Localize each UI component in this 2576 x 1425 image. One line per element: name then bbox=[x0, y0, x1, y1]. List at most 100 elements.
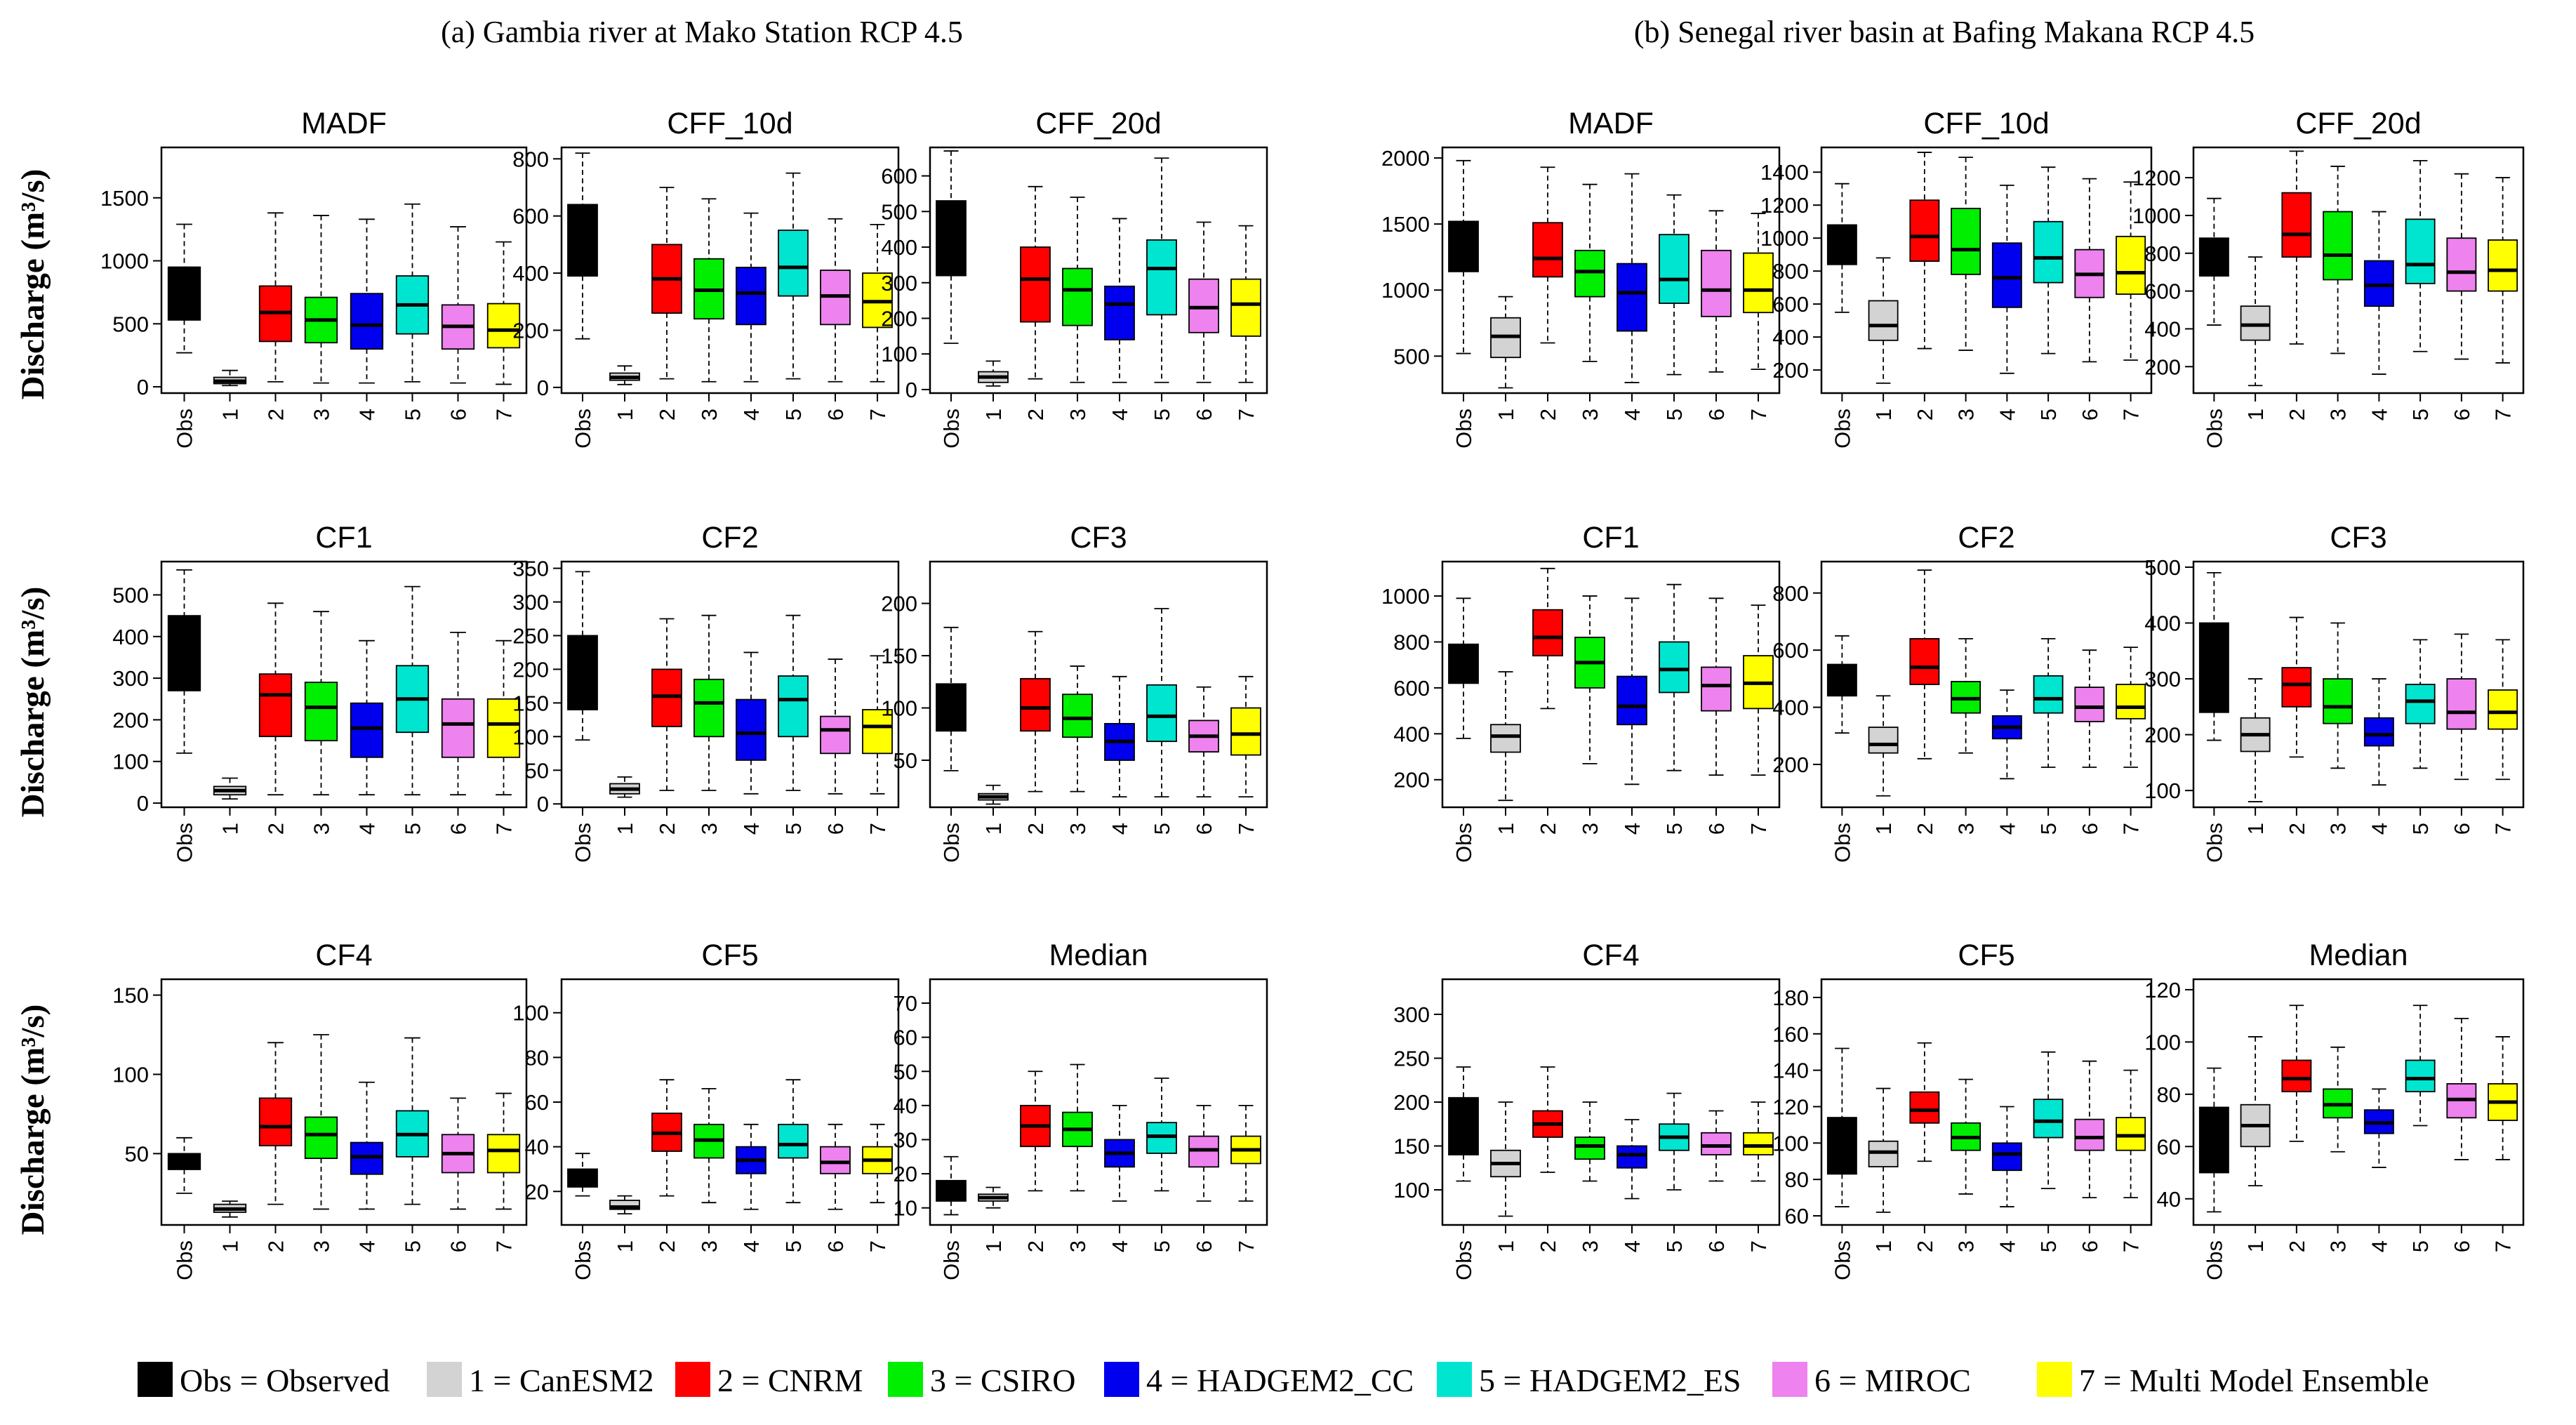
subplot-a-madf: MADF 0 500 1000 1500 Obs 1 2 3 4 5 6 7 bbox=[100, 107, 528, 449]
x-tick-label: 1 bbox=[981, 1240, 1006, 1252]
x-tick-label: 7 bbox=[1746, 1240, 1771, 1252]
y-tick-label: 200 bbox=[1772, 358, 1809, 383]
x-tick-label: 3 bbox=[310, 823, 334, 835]
x-tick-label: 7 bbox=[1746, 409, 1771, 420]
subplot-title: CF1 bbox=[315, 521, 372, 555]
x-tick-label: 7 bbox=[1746, 823, 1771, 835]
y-tick-label: 100 bbox=[881, 342, 917, 366]
box-3 bbox=[2323, 678, 2353, 724]
box-3 bbox=[1574, 1136, 1605, 1160]
plot-frame bbox=[1820, 560, 2153, 809]
x-tick-label: 5 bbox=[2036, 823, 2061, 835]
y-tick-label: 400 bbox=[1772, 696, 1809, 720]
plot-frame bbox=[2192, 560, 2525, 809]
y-axis-label-row3: Discharge (m³/s) bbox=[15, 1005, 51, 1235]
box-4 bbox=[2363, 717, 2394, 747]
box-6 bbox=[2446, 678, 2477, 730]
y-tick-label: 2000 bbox=[1381, 146, 1430, 171]
x-tick-label: 5 bbox=[2408, 409, 2433, 420]
y-tick-label: 800 bbox=[2144, 241, 2181, 266]
x-tick-label: 3 bbox=[1065, 409, 1090, 420]
x-tick-label: 6 bbox=[1704, 823, 1729, 835]
x-tick-label: 6 bbox=[1192, 409, 1216, 420]
panel-a-title: (a) Gambia river at Mako Station RCP 4.5 bbox=[441, 15, 963, 49]
x-tick-label: 5 bbox=[2408, 1240, 2433, 1252]
box-4 bbox=[1991, 242, 2022, 308]
y-tick-label: 400 bbox=[112, 625, 149, 649]
y-tick-label: 50 bbox=[894, 748, 917, 773]
y-tick-label: 60 bbox=[1785, 1204, 1809, 1228]
plot-frame bbox=[929, 146, 1268, 395]
subplot-b-median: Median 40 60 80 100 120 Obs 1 2 3 4 5 6 7 bbox=[2144, 939, 2525, 1280]
subplot-title: CF5 bbox=[701, 939, 758, 972]
x-tick-label: 4 bbox=[1995, 823, 2019, 835]
x-tick-label: 2 bbox=[655, 823, 679, 835]
box-4 bbox=[736, 267, 766, 326]
box-7 bbox=[486, 698, 521, 758]
x-tick-label: 1 bbox=[613, 1240, 637, 1252]
box-3 bbox=[1951, 208, 1981, 275]
legend-label-5: 5 = HADGEM2_ES bbox=[1479, 1363, 1741, 1398]
subplot-b-cf3: CF3 100 200 300 400 500 Obs 1 2 3 4 5 6 7 bbox=[2144, 521, 2525, 863]
x-tick-label: 6 bbox=[446, 1240, 471, 1252]
y-tick-label: 200 bbox=[1772, 753, 1809, 777]
box-6 bbox=[1188, 278, 1219, 333]
x-tick-label: Obs bbox=[1452, 1240, 1476, 1280]
x-tick-label: 4 bbox=[1108, 409, 1132, 420]
box-4 bbox=[2363, 260, 2394, 307]
subplot-a-cff-20d: CFF_20d 0 100 200 300 400 500 600 Obs 1 2 3 4 5 6 7 bbox=[881, 107, 1268, 449]
subplot-title: CFF_20d bbox=[1035, 107, 1161, 140]
subplot-b-cf1: CF1 200 400 600 800 1000 Obs 1 2 3 4 5 6 7 bbox=[1381, 521, 1781, 863]
box-5 bbox=[1659, 641, 1689, 694]
box-7 bbox=[2116, 235, 2146, 295]
plot-frame bbox=[1820, 146, 2153, 395]
x-tick-label: 4 bbox=[1995, 1240, 2019, 1252]
x-tick-label: 1 bbox=[218, 1240, 243, 1252]
x-tick-label: Obs bbox=[173, 409, 197, 449]
x-tick-label: 2 bbox=[1536, 1240, 1560, 1252]
y-tick-label: 100 bbox=[2144, 778, 2181, 803]
x-tick-label: 2 bbox=[264, 823, 288, 835]
box-7 bbox=[2116, 1117, 2146, 1151]
subplot-title: CF3 bbox=[2330, 521, 2386, 555]
legend-label-4: 4 = HADGEM2_CC bbox=[1146, 1363, 1414, 1398]
y-tick-label: 300 bbox=[2144, 667, 2181, 691]
y-tick-label: 0 bbox=[905, 378, 917, 402]
x-tick-label: Obs bbox=[173, 823, 197, 863]
x-tick-label: 1 bbox=[1871, 823, 1896, 835]
box-2 bbox=[2281, 1059, 2312, 1093]
y-tick-label: 1000 bbox=[2132, 204, 2181, 228]
y-tick-label: 200 bbox=[881, 306, 917, 331]
subplot-a-cf1: CF1 0 100 200 300 400 500 Obs 1 2 3 4 5 6 7 bbox=[112, 521, 528, 863]
y-tick-label: 250 bbox=[1393, 1047, 1430, 1071]
legend-swatch-3 bbox=[888, 1362, 923, 1397]
y-tick-label: 800 bbox=[1772, 581, 1809, 606]
y-tick-label: 800 bbox=[1772, 259, 1809, 284]
subplot-a-cff-10d: CFF_10d 0 200 400 600 800 Obs 1 2 3 4 5 6 7 bbox=[512, 107, 900, 449]
x-tick-label: 2 bbox=[1536, 409, 1560, 420]
subplot-a-cf4: CF4 50 100 150 Obs 1 2 3 4 5 6 7 bbox=[112, 939, 528, 1280]
legend-label-6: 6 = MIROC bbox=[1814, 1363, 1971, 1398]
box-2 bbox=[258, 673, 293, 738]
x-tick-label: 2 bbox=[1536, 823, 1560, 835]
y-tick-label: 150 bbox=[881, 644, 917, 668]
x-tick-label: 6 bbox=[2450, 1240, 2474, 1252]
y-tick-label: 0 bbox=[137, 791, 149, 816]
x-tick-label: 2 bbox=[264, 1240, 288, 1252]
x-tick-label: 4 bbox=[739, 1240, 764, 1252]
x-tick-label: 4 bbox=[1620, 823, 1645, 835]
legend: Obs = Observed 1 = CanESM2 2 = CNRM 3 = … bbox=[138, 1362, 2429, 1398]
subplot-title: CFF_10d bbox=[667, 107, 792, 140]
y-tick-label: 200 bbox=[2144, 354, 2181, 379]
x-tick-label: 6 bbox=[2078, 823, 2102, 835]
x-tick-label: 2 bbox=[264, 409, 288, 420]
y-tick-label: 0 bbox=[537, 376, 549, 400]
box-2 bbox=[1909, 1091, 1940, 1124]
box-5 bbox=[2405, 1059, 2436, 1093]
box-6 bbox=[1701, 1132, 1732, 1155]
x-tick-label: 3 bbox=[310, 1240, 334, 1252]
legend-swatch-4 bbox=[1104, 1362, 1139, 1397]
y-tick-label: 150 bbox=[512, 691, 549, 715]
